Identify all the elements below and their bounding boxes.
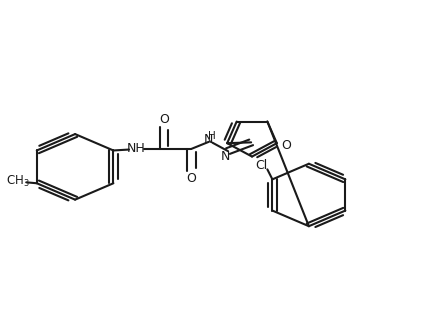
- Text: N: N: [204, 133, 213, 146]
- Text: H: H: [208, 131, 216, 141]
- Text: O: O: [159, 113, 169, 126]
- Text: Cl: Cl: [256, 159, 268, 172]
- Text: CH$_3$: CH$_3$: [6, 174, 30, 189]
- Text: O: O: [281, 139, 291, 152]
- Text: O: O: [187, 172, 196, 185]
- Text: N: N: [221, 150, 231, 163]
- Text: NH: NH: [127, 142, 146, 155]
